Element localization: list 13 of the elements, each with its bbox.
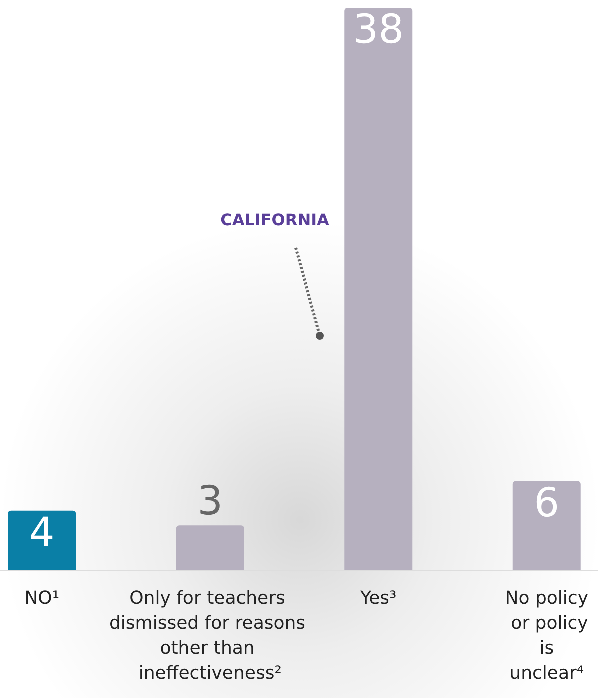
bar (344, 8, 413, 570)
data-label: 4 (29, 510, 55, 556)
x-tick-label: No policy or policy is unclear⁴ (505, 588, 589, 684)
x-tick-label: NO¹ (24, 588, 60, 609)
data-label: 6 (534, 480, 560, 526)
x-tick-label: Yes³ (359, 588, 397, 609)
annotation: CALIFORNIA (220, 210, 330, 230)
bar (8, 510, 76, 570)
bar (176, 526, 244, 570)
x-tick-label: Only for teachers dismissed for reasons other than ineffectiveness² (109, 588, 312, 684)
bar (512, 481, 581, 570)
data-label: 3 (198, 478, 224, 525)
data-label: 38 (353, 7, 404, 53)
